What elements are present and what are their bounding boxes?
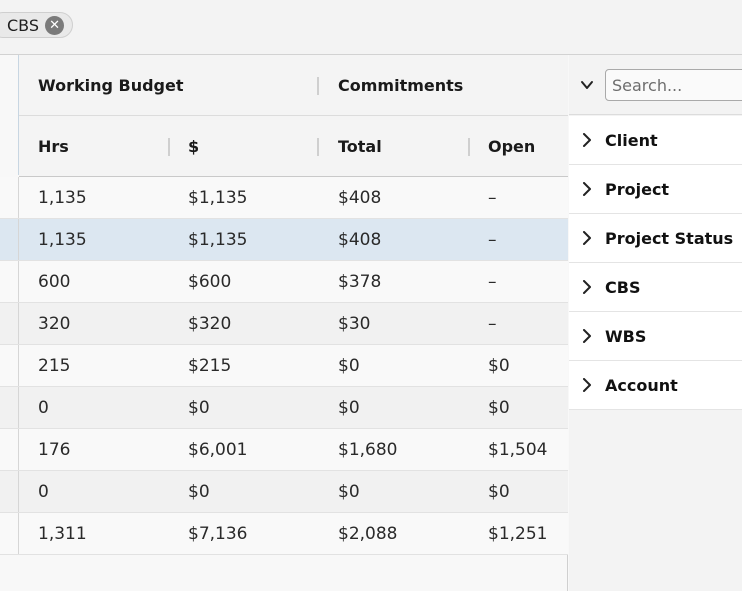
cell-hrs: 215	[38, 356, 71, 376]
chevron-right-icon[interactable]	[569, 280, 605, 294]
cell-open: $0	[488, 356, 510, 376]
column-header-row: Hrs $ Total Open	[19, 116, 568, 177]
cell-hrs: 0	[38, 398, 49, 418]
table-row[interactable]: 320 $320 $30 –	[0, 303, 568, 345]
column-header-dollars[interactable]: $	[188, 137, 200, 156]
cell-hrs: 600	[38, 272, 71, 292]
chevron-right-icon[interactable]	[569, 378, 605, 392]
table-row[interactable]: 1,135 $1,135 $408 –	[0, 177, 568, 219]
field-item-cbs[interactable]: CBS	[569, 263, 742, 312]
field-item-label: CBS	[605, 277, 641, 297]
cell-total: $2,088	[338, 524, 398, 544]
field-item-account[interactable]: Account	[569, 361, 742, 410]
column-separator[interactable]	[317, 77, 319, 95]
cell-hrs: 176	[38, 440, 71, 460]
filter-chip-label: CBS	[7, 15, 40, 35]
filter-chip-cbs[interactable]: CBS ✕	[0, 12, 74, 38]
cell-hrs: 0	[38, 482, 49, 502]
cell-total: $30	[338, 314, 371, 334]
table-row-selected[interactable]: 1,135 $1,135 $408 –	[0, 219, 568, 261]
cell-hrs: 1,311	[38, 524, 87, 544]
cell-total: $408	[338, 230, 382, 250]
field-list: Client Project Project Status CBS WBS Ac…	[569, 116, 742, 410]
cell-open: –	[488, 314, 497, 334]
column-separator[interactable]	[468, 138, 470, 156]
field-item-wbs[interactable]: WBS	[569, 312, 742, 361]
cell-open: –	[488, 272, 497, 292]
cell-open: $1,251	[488, 524, 548, 544]
field-item-project-status[interactable]: Project Status	[569, 214, 742, 263]
field-item-project[interactable]: Project	[569, 165, 742, 214]
table-row[interactable]: 600 $600 $378 –	[0, 261, 568, 303]
group-header-row: Working Budget Commitments	[19, 55, 568, 116]
cell-total: $0	[338, 482, 360, 502]
field-item-label: Project Status	[605, 228, 734, 248]
search-input[interactable]	[605, 69, 742, 101]
cell-dollars: $0	[188, 482, 210, 502]
cell-open: $1,504	[488, 440, 548, 460]
cell-total: $378	[338, 272, 382, 292]
chevron-right-icon[interactable]	[569, 182, 605, 196]
cell-dollars: $0	[188, 398, 210, 418]
cell-dollars: $1,135	[188, 188, 248, 208]
chevron-down-icon[interactable]	[579, 77, 595, 93]
cell-hrs: 320	[38, 314, 71, 334]
filter-bar: CBS ✕	[0, 0, 742, 55]
table-row[interactable]: 0 $0 $0 $0	[0, 471, 568, 513]
data-grid: Working Budget Commitments Hrs $ Total O…	[0, 55, 568, 591]
cell-open: –	[488, 230, 497, 250]
remove-filter-icon[interactable]: ✕	[45, 15, 65, 35]
table-row[interactable]: 215 $215 $0 $0	[0, 345, 568, 387]
cell-dollars: $6,001	[188, 440, 248, 460]
chevron-right-icon[interactable]	[569, 231, 605, 245]
cell-open: $0	[488, 482, 510, 502]
cell-open: –	[488, 188, 497, 208]
column-separator[interactable]	[168, 138, 170, 156]
chevron-right-icon[interactable]	[569, 329, 605, 343]
cell-dollars: $1,135	[188, 230, 248, 250]
cell-dollars: $7,136	[188, 524, 248, 544]
cell-dollars: $320	[188, 314, 232, 334]
cell-open: $0	[488, 398, 510, 418]
cell-total: $0	[338, 356, 360, 376]
field-item-label: WBS	[605, 326, 647, 346]
cell-total: $0	[338, 398, 360, 418]
cell-dollars: $600	[188, 272, 232, 292]
field-item-label: Account	[605, 375, 678, 395]
cell-dollars: $215	[188, 356, 232, 376]
chevron-right-icon[interactable]	[569, 133, 605, 147]
column-header-total[interactable]: Total	[338, 137, 382, 156]
column-header-hrs[interactable]: Hrs	[38, 137, 69, 156]
table-row[interactable]: 0 $0 $0 $0	[0, 387, 568, 429]
cell-hrs: 1,135	[38, 188, 87, 208]
grid-body: 1,135 $1,135 $408 – 1,135 $1,135 $408 – …	[0, 177, 568, 555]
column-header-open[interactable]: Open	[488, 137, 536, 156]
group-header-commitments[interactable]: Commitments	[338, 76, 464, 95]
fields-panel: Client Project Project Status CBS WBS Ac…	[569, 55, 742, 591]
cell-hrs: 1,135	[38, 230, 87, 250]
table-row[interactable]: 176 $6,001 $1,680 $1,504	[0, 429, 568, 471]
fields-panel-header	[569, 55, 742, 115]
cell-total: $1,680	[338, 440, 398, 460]
column-separator[interactable]	[317, 138, 319, 156]
group-header-working-budget[interactable]: Working Budget	[38, 76, 184, 95]
cell-total: $408	[338, 188, 382, 208]
field-item-label: Project	[605, 179, 670, 199]
table-row-total[interactable]: 1,311 $7,136 $2,088 $1,251	[0, 513, 568, 555]
field-item-label: Client	[605, 130, 658, 150]
field-item-client[interactable]: Client	[569, 116, 742, 165]
